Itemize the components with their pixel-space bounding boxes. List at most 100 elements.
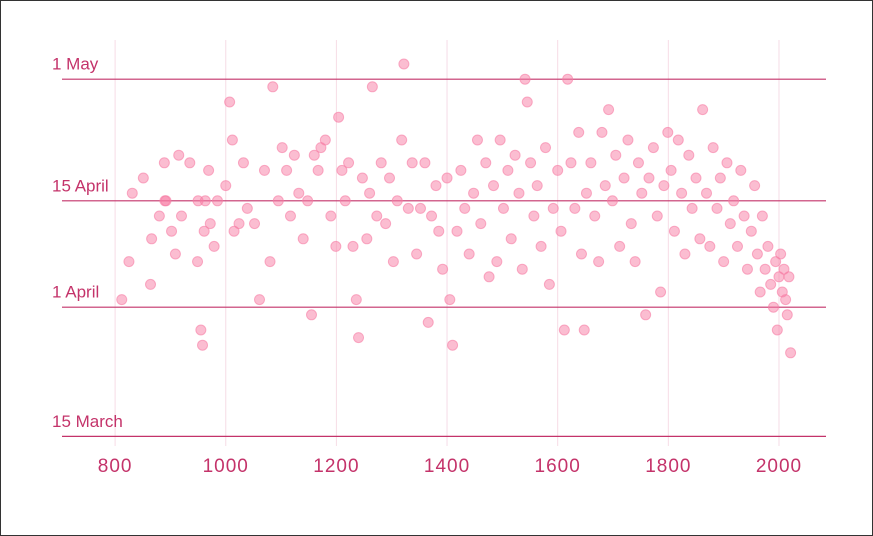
point (596, 126, 608, 138)
point (198, 225, 210, 237)
point (513, 187, 525, 199)
point (749, 180, 761, 192)
point (525, 157, 537, 169)
point (565, 157, 577, 169)
point (366, 81, 378, 93)
point (451, 225, 463, 237)
point (380, 218, 392, 230)
point (199, 195, 211, 207)
point (241, 202, 253, 214)
point (330, 240, 342, 252)
point (195, 324, 207, 336)
point (249, 218, 261, 230)
point (491, 256, 503, 268)
point (762, 240, 774, 252)
point (272, 195, 284, 207)
point (555, 225, 567, 237)
point (632, 157, 644, 169)
point (765, 278, 777, 290)
point (441, 172, 453, 184)
point (447, 339, 459, 351)
point (475, 218, 487, 230)
point (647, 142, 659, 154)
point (552, 164, 564, 176)
point (625, 218, 637, 230)
point (459, 202, 471, 214)
point (735, 164, 747, 176)
point (494, 134, 506, 146)
point (208, 240, 220, 252)
point (166, 225, 178, 237)
point (665, 164, 677, 176)
point (276, 142, 288, 154)
point (676, 187, 688, 199)
point (339, 195, 351, 207)
point (422, 316, 434, 328)
point (756, 210, 768, 222)
point (444, 294, 456, 306)
point (573, 126, 585, 138)
y-tick-label: 1 April (52, 283, 99, 302)
point (651, 210, 663, 222)
point (226, 134, 238, 146)
point (463, 248, 475, 260)
point (694, 233, 706, 245)
point (325, 210, 337, 222)
point (783, 271, 795, 283)
point (759, 263, 771, 275)
point (767, 301, 779, 313)
point (711, 202, 723, 214)
point (754, 286, 766, 298)
point (606, 195, 618, 207)
point (356, 172, 368, 184)
point (343, 157, 355, 169)
point (468, 187, 480, 199)
point (516, 263, 528, 275)
point (599, 180, 611, 192)
point (203, 164, 215, 176)
point (704, 240, 716, 252)
point (224, 96, 236, 108)
point (731, 240, 743, 252)
point (197, 339, 209, 351)
point (668, 225, 680, 237)
point (402, 202, 414, 214)
point (336, 164, 348, 176)
point (319, 134, 331, 146)
point (741, 263, 753, 275)
point (233, 218, 245, 230)
point (192, 256, 204, 268)
point (618, 172, 630, 184)
point (662, 126, 674, 138)
point (718, 256, 730, 268)
point (707, 142, 719, 154)
point (361, 233, 373, 245)
point (173, 149, 185, 161)
point (293, 187, 305, 199)
point (347, 240, 359, 252)
point (603, 104, 615, 116)
point (391, 195, 403, 207)
point (258, 164, 270, 176)
point (254, 294, 266, 306)
point (781, 309, 793, 321)
point (585, 157, 597, 169)
point (169, 248, 181, 260)
point (264, 256, 276, 268)
point (437, 263, 449, 275)
point (771, 324, 783, 336)
point (308, 149, 320, 161)
point (728, 195, 740, 207)
point (488, 180, 500, 192)
point (364, 187, 376, 199)
point (672, 134, 684, 146)
point (220, 180, 232, 192)
point (414, 202, 426, 214)
point (396, 134, 408, 146)
point (237, 157, 249, 169)
point (267, 81, 279, 93)
point (137, 172, 149, 184)
point (211, 195, 223, 207)
point (184, 157, 196, 169)
